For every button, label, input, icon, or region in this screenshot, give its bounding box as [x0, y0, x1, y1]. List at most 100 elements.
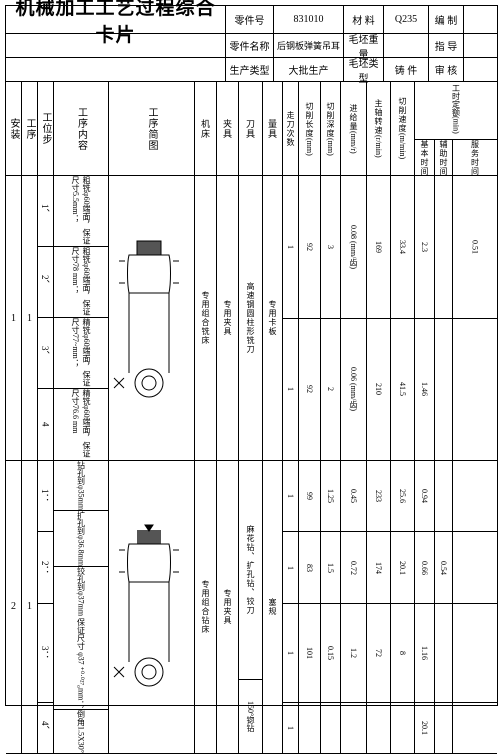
col-passes: 走刀次数	[283, 82, 299, 175]
blank-weight	[384, 34, 429, 57]
prod-type-label: 生产类型	[226, 58, 274, 81]
data-cell	[453, 604, 497, 703]
col-tool: 刀具	[239, 82, 263, 175]
col-basic: 基本时间	[415, 140, 435, 176]
p1-tool: 高速钢圆柱形铣刀	[239, 176, 263, 460]
data-cell: 0.45	[341, 461, 367, 531]
p2-row-2: 11010.151.27281.16	[283, 604, 497, 704]
data-cell: 25.6	[391, 461, 415, 531]
p2-d2: 扩孔到φ36.8mm	[54, 511, 108, 567]
p1-d2: 粗铣φ60端面，保证尺寸78 mm；	[54, 247, 108, 318]
p1-d4: 精铣φ60端面，保证尺寸76.6 mm	[54, 389, 108, 461]
sketch-1	[109, 176, 194, 461]
sketch-2	[109, 461, 194, 753]
col-time-quota: 工时定额(min)	[415, 81, 497, 140]
data-cell: 0.51	[453, 176, 497, 318]
data-cell: 99	[299, 461, 321, 531]
p2-d1: 钻孔到φ35mm	[54, 461, 108, 511]
data-cell: 1	[283, 176, 299, 318]
data-cell: 0.94	[415, 461, 435, 531]
data-cell: 92	[299, 176, 321, 318]
blank-type: 铸 件	[384, 58, 429, 81]
part-name: 后钢板弹簧吊耳	[274, 34, 344, 57]
col-step: 工位步	[38, 82, 53, 176]
data-cell	[435, 176, 453, 318]
data-cell: 33.4	[391, 176, 415, 318]
p2-s1: 1：	[38, 461, 53, 532]
data-cell	[453, 532, 497, 602]
data-cell: 1.25	[321, 461, 341, 531]
data-cell: 1	[283, 604, 299, 703]
data-cell: 72	[367, 604, 391, 703]
data-cell: 92	[299, 319, 321, 461]
p2-install: 2	[6, 461, 21, 753]
col-aux: 辅助时间	[435, 140, 453, 176]
data-cell: 1.2	[341, 604, 367, 703]
col-speed: 切削速度(m/min)	[391, 82, 415, 175]
material-label: 材 料	[344, 6, 384, 33]
data-cell: 2	[321, 319, 341, 461]
part-name-label: 零件名称	[226, 34, 274, 57]
title: 机械加工工艺过程综合卡片	[6, 6, 226, 33]
data-cell: 101	[299, 604, 321, 703]
data-cell: 1.5	[321, 532, 341, 602]
part-no: 831010	[274, 6, 344, 33]
data-cell: 233	[367, 461, 391, 531]
review-val	[464, 58, 497, 81]
data-cell: 0.15	[321, 604, 341, 703]
p1-machine: 专用组合铣床	[195, 176, 217, 460]
material: Q235	[384, 6, 429, 33]
data-cell: 41.5	[391, 319, 415, 461]
data-cell	[453, 461, 497, 531]
guide-val	[464, 34, 497, 57]
p1-install: 1	[6, 176, 21, 461]
p2-s2: 2：	[38, 532, 53, 603]
p1-s1: 1、	[38, 176, 53, 247]
p2-row-1: 1831.50.7217420.10.660.54	[283, 532, 497, 603]
p2-row-0: 1991.250.4523325.60.94	[283, 461, 497, 532]
data-cell: 1	[283, 319, 299, 461]
data-cell: 1	[283, 532, 299, 602]
data-cell	[435, 604, 453, 703]
data-cell: 1	[283, 461, 299, 531]
review-label: 审 核	[429, 58, 464, 81]
data-cell: 20.1	[391, 532, 415, 602]
p2-proc: 1	[22, 461, 37, 753]
col-install: 安装	[6, 82, 21, 176]
data-cell: 1.16	[415, 604, 435, 703]
col-content: 工序内容	[54, 82, 108, 176]
p2-d4: 倒角1.5X30°	[54, 710, 108, 753]
p1-s3: 3、	[38, 318, 53, 389]
p1-row-1: 19220.06 (mm/齿)21041.51.46	[283, 319, 497, 461]
prod-type: 大批生产	[274, 58, 344, 81]
p1-fixture: 专用夹具	[217, 176, 239, 460]
data-cell: 2.3	[415, 176, 435, 318]
col-spindle: 主轴转速(r/min)	[367, 82, 391, 175]
data-cell	[453, 319, 497, 461]
p2-s3: 3：	[38, 604, 53, 704]
data-cell: 174	[367, 532, 391, 602]
col-proc: 工序	[22, 82, 37, 176]
p2-fixture: 专用夹具	[217, 461, 239, 753]
data-cell: 8	[391, 604, 415, 703]
data-cell: 0.66	[415, 532, 435, 602]
col-length: 切削长度(mm)	[299, 82, 321, 175]
col-sketch: 工序简图	[109, 82, 194, 176]
col-feed: 进给量(mm/r)	[341, 82, 367, 175]
data-cell: 0.06 (mm/齿)	[341, 319, 367, 461]
col-serve: 服务时间	[453, 140, 497, 176]
data-cell: 83	[299, 532, 321, 602]
blank-type-label: 毛坯类型	[344, 58, 384, 81]
title-cont	[6, 34, 226, 57]
p1-d3: 精铣φ60端面，保证尺寸77~mm；	[54, 318, 108, 389]
p1-s2: 2、	[38, 247, 53, 318]
p1-d1: 粗铣φ60端面，保证尺寸5.5mm；	[54, 176, 108, 247]
data-cell: 0.54	[435, 532, 453, 602]
col-gauge: 量具	[263, 82, 283, 175]
data-cell: 3	[321, 176, 341, 318]
compiled-val	[464, 6, 497, 33]
data-cell: 0.08 (mm/齿)	[341, 176, 367, 318]
title-spacer	[6, 58, 226, 81]
p2-gauge: 塞规	[263, 461, 283, 753]
p1-s4: 4	[38, 389, 53, 461]
